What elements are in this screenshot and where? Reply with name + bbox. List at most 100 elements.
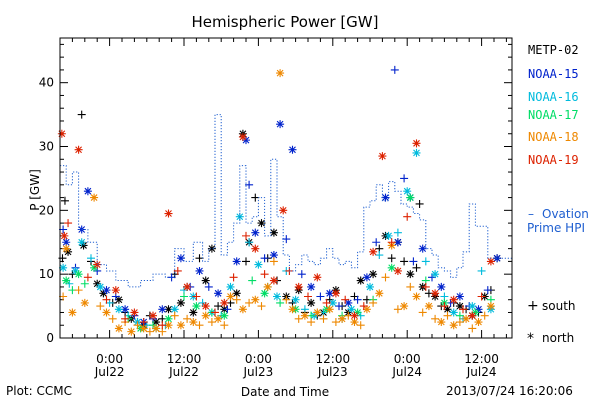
data-point-north [201, 311, 210, 320]
data-point-south [260, 270, 269, 279]
data-point-south [242, 257, 250, 266]
data-point-south [369, 298, 378, 307]
data-point-north [214, 289, 223, 298]
data-point-north [149, 311, 157, 320]
data-point-north [102, 308, 111, 317]
data-point-north [381, 193, 390, 202]
legend-item-noaa17: NOAA-17 [528, 108, 579, 122]
data-point-south [415, 199, 424, 208]
data-point-south [387, 254, 396, 263]
data-point-south [260, 254, 269, 263]
x-tick-label-time: 0:00 [394, 352, 421, 366]
data-point-north [362, 273, 371, 282]
data-point-south [319, 314, 328, 323]
data-point-south [77, 110, 86, 119]
data-point-south [60, 196, 69, 205]
data-point-north [80, 298, 89, 307]
footer-plot-credit: Plot: CCMC [6, 384, 72, 398]
data-point-north [437, 282, 446, 291]
data-point-north [59, 263, 68, 272]
data-point-south [341, 295, 350, 304]
data-point-north [443, 305, 452, 314]
data-point-south [245, 298, 254, 307]
data-point-south [74, 286, 83, 295]
data-point-north [493, 254, 502, 263]
data-point-north [74, 270, 83, 279]
data-point-north [158, 305, 167, 314]
data-point-north [90, 193, 99, 202]
data-point-south [297, 270, 306, 279]
marker-plus-icon: + [527, 298, 539, 314]
data-point-south [108, 314, 117, 323]
data-point-north [431, 270, 440, 279]
data-point-north [130, 308, 139, 317]
data-point-north [350, 318, 359, 327]
legend-ovation-line1: Ovation [542, 207, 589, 221]
data-point-south [83, 273, 92, 282]
data-point-south [390, 65, 399, 74]
data-point-south [121, 314, 130, 323]
data-point-south [331, 318, 340, 327]
data-point-south [87, 254, 95, 263]
data-point-north [350, 311, 359, 320]
data-point-south [294, 314, 303, 323]
x-tick-label-time: 12:00 [464, 352, 499, 366]
data-point-north [201, 302, 210, 311]
data-point-south [421, 282, 430, 291]
x-tick-label-date: Jul22 [94, 365, 125, 379]
data-point-north [214, 314, 223, 323]
data-point-south [204, 282, 213, 291]
data-point-north [83, 187, 92, 196]
data-point-north [338, 314, 347, 323]
data-point-north [269, 251, 278, 260]
data-point-north [273, 292, 281, 301]
data-point-north [226, 282, 235, 291]
data-point-north [393, 238, 402, 247]
data-point-south [170, 311, 179, 320]
data-point-south [183, 314, 192, 323]
data-point-north [418, 244, 427, 253]
data-point-north [431, 289, 440, 298]
data-point-south [468, 324, 477, 333]
legend-ovation-line2: Prime HPI [527, 221, 585, 235]
data-point-north [93, 279, 102, 288]
data-point-north [74, 145, 83, 154]
data-point-north [62, 276, 71, 285]
data-point-north [449, 295, 458, 304]
data-point-north [313, 308, 322, 317]
data-point-north [152, 324, 161, 333]
data-point-south [245, 180, 254, 189]
data-point-north [424, 302, 433, 311]
data-point-north [164, 321, 173, 330]
data-point-south [173, 266, 182, 275]
x-tick-label-time: 12:00 [316, 352, 351, 366]
data-point-north [437, 318, 446, 327]
data-point-north [471, 308, 480, 317]
data-point-north [260, 289, 269, 298]
legend-item-noaa16: NOAA-16 [528, 90, 579, 104]
data-point-north [183, 282, 192, 291]
data-point-south [158, 321, 167, 330]
data-point-north [127, 327, 136, 336]
data-point-south [229, 273, 238, 282]
data-point-south [412, 263, 421, 272]
data-point-south [477, 266, 486, 275]
data-point-north [378, 152, 387, 161]
data-point-south [459, 305, 467, 314]
data-point-north [300, 311, 309, 320]
data-point-north [77, 238, 86, 247]
data-point-north [192, 302, 201, 311]
data-point-north [79, 241, 88, 250]
data-point-south [211, 308, 219, 317]
data-point-north [195, 266, 204, 275]
data-point-north [412, 139, 421, 148]
data-point-south [80, 279, 89, 288]
data-point-south [440, 302, 449, 311]
data-point-north [189, 308, 198, 317]
y-axis-label: P [GW] [28, 169, 42, 211]
data-point-south [356, 321, 365, 330]
data-point-north [307, 282, 316, 291]
data-point-north [486, 302, 495, 311]
data-point-north [406, 193, 415, 202]
data-point-south [195, 321, 204, 330]
